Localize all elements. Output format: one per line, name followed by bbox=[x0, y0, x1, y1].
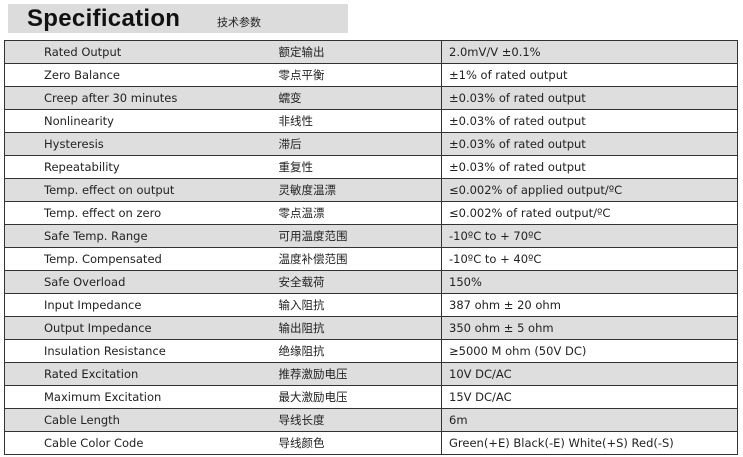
spec-name-zh: 输出阻抗 bbox=[243, 316, 442, 340]
spec-name-zh: 零点平衡 bbox=[243, 63, 442, 87]
spec-value: Green(+E) Black(-E) White(+S) Red(-S) bbox=[441, 431, 738, 455]
spec-name: Temp. effect on zero bbox=[4, 201, 244, 225]
spec-name: Safe Overload bbox=[4, 270, 244, 294]
spec-value: 150% bbox=[441, 270, 738, 294]
table-row: Safe Temp. Range 可用温度范围 -10ºC to + 70ºC bbox=[4, 224, 738, 248]
spec-name-zh: 安全载荷 bbox=[243, 270, 442, 294]
spec-name: Rated Output bbox=[4, 40, 244, 64]
spec-name-zh: 导线颜色 bbox=[243, 431, 442, 455]
spec-name: Cable Color Code bbox=[4, 431, 244, 455]
spec-value: -10ºC to + 70ºC bbox=[441, 224, 738, 248]
spec-value: 10V DC/AC bbox=[441, 362, 738, 386]
table-row: Cable Color Code 导线颜色 Green(+E) Black(-E) … bbox=[4, 431, 738, 455]
spec-value: ±0.03% of rated output bbox=[441, 86, 738, 110]
spec-name-zh: 推荐激励电压 bbox=[243, 362, 442, 386]
table-row: Output Impedance 输出阻抗 350 ohm ± 5 ohm bbox=[4, 316, 738, 340]
table-row: Creep after 30 minutes 蠕变 ±0.03% of rated … bbox=[4, 86, 738, 110]
table-row: Safe Overload 安全载荷 150% bbox=[4, 270, 738, 294]
spec-name: Cable Length bbox=[4, 408, 244, 432]
spec-name-zh: 最大激励电压 bbox=[243, 385, 442, 409]
spec-value: 2.0mV/V ±0.1% bbox=[441, 40, 738, 64]
spec-name: Creep after 30 minutes bbox=[4, 86, 244, 110]
spec-name-zh: 输入阻抗 bbox=[243, 293, 442, 317]
spec-value: ≤0.002% of rated output/ºC bbox=[441, 201, 738, 225]
spec-name: Temp. effect on output bbox=[4, 178, 244, 202]
spec-name: Nonlinearity bbox=[4, 109, 244, 133]
spec-name: Repeatability bbox=[4, 155, 244, 179]
spec-value: ±0.03% of rated output bbox=[441, 132, 738, 156]
spec-value: 15V DC/AC bbox=[441, 385, 738, 409]
spec-table: Rated Output 额定输出 2.0mV/V ±0.1% Zero Balanc… bbox=[4, 40, 738, 455]
spec-name-zh: 温度补偿范围 bbox=[243, 247, 442, 271]
spec-value: ±1% of rated output bbox=[441, 63, 738, 87]
table-row: Rated Excitation 推荐激励电压 10V DC/AC bbox=[4, 362, 738, 386]
spec-name-zh: 滞后 bbox=[243, 132, 442, 156]
spec-name-zh: 非线性 bbox=[243, 109, 442, 133]
spec-name: Rated Excitation bbox=[4, 362, 244, 386]
table-row: Maximum Excitation 最大激励电压 15V DC/AC bbox=[4, 385, 738, 409]
table-row: Hysteresis 滞后 ±0.03% of rated output bbox=[4, 132, 738, 156]
table-row: Rated Output 额定输出 2.0mV/V ±0.1% bbox=[4, 40, 738, 64]
spec-name-zh: 重复性 bbox=[243, 155, 442, 179]
spec-name: Zero Balance bbox=[4, 63, 244, 87]
spec-name: Safe Temp. Range bbox=[4, 224, 244, 248]
table-row: Zero Balance 零点平衡 ±1% of rated output bbox=[4, 63, 738, 87]
spec-name-zh: 导线长度 bbox=[243, 408, 442, 432]
spec-value: -10ºC to + 40ºC bbox=[441, 247, 738, 271]
table-row: Temp. Compensated 温度补偿范围 -10ºC to + 40ºC bbox=[4, 247, 738, 271]
section-header: Specification 技术参数 bbox=[8, 4, 348, 33]
spec-name-zh: 蠕变 bbox=[243, 86, 442, 110]
spec-name: Insulation Resistance bbox=[4, 339, 244, 363]
spec-value: ±0.03% of rated output bbox=[441, 155, 738, 179]
spec-value: ±0.03% of rated output bbox=[441, 109, 738, 133]
spec-name: Output Impedance bbox=[4, 316, 244, 340]
table-row: Repeatability 重复性 ±0.03% of rated output bbox=[4, 155, 738, 179]
table-row: Temp. effect on output 灵敏度温漂 ≤0.002% of ap… bbox=[4, 178, 738, 202]
spec-name-zh: 可用温度范围 bbox=[243, 224, 442, 248]
page-subtitle: 技术参数 bbox=[217, 16, 261, 29]
table-row: Cable Length 导线长度 6m bbox=[4, 408, 738, 432]
spec-value: 6m bbox=[441, 408, 738, 432]
spec-name: Hysteresis bbox=[4, 132, 244, 156]
spec-name-zh: 额定输出 bbox=[243, 40, 442, 64]
spec-name: Input Impedance bbox=[4, 293, 244, 317]
spec-name: Maximum Excitation bbox=[4, 385, 244, 409]
spec-name: Temp. Compensated bbox=[4, 247, 244, 271]
spec-value: 350 ohm ± 5 ohm bbox=[441, 316, 738, 340]
spec-name-zh: 绝缘阻抗 bbox=[243, 339, 442, 363]
spec-value: ≥5000 M ohm (50V DC) bbox=[441, 339, 738, 363]
page-title: Specification bbox=[27, 5, 181, 32]
spec-value: ≤0.002% of applied output/ºC bbox=[441, 178, 738, 202]
spec-value: 387 ohm ± 20 ohm bbox=[441, 293, 738, 317]
spec-name-zh: 灵敏度温漂 bbox=[243, 178, 442, 202]
table-row: Nonlinearity 非线性 ±0.03% of rated output bbox=[4, 109, 738, 133]
table-row: Insulation Resistance 绝缘阻抗 ≥5000 M ohm (50… bbox=[4, 339, 738, 363]
spec-name-zh: 零点温漂 bbox=[243, 201, 442, 225]
table-row: Temp. effect on zero 零点温漂 ≤0.002% of rated… bbox=[4, 201, 738, 225]
table-row: Input Impedance 输入阻抗 387 ohm ± 20 ohm bbox=[4, 293, 738, 317]
